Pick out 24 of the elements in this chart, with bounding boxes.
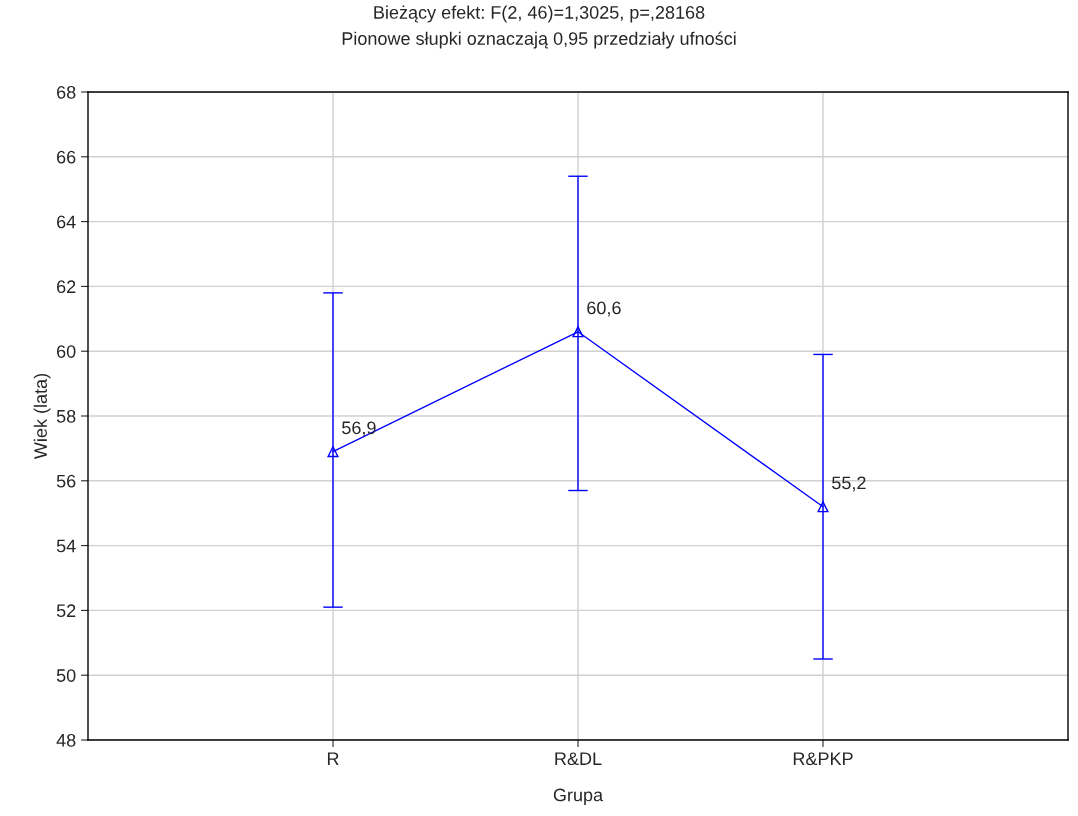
x-axis-title: Grupa [553, 788, 604, 805]
x-tick-label: R&PKP [793, 752, 853, 766]
chart-subtitle: Pionowe słupki oznaczają 0,95 przedziały ufności [342, 31, 736, 49]
data-label: 56,9 [342, 421, 376, 437]
point [572, 326, 584, 338]
point [327, 446, 339, 458]
y-axis-title: Wiek (lata) [33, 373, 51, 460]
data-label: 55,2 [832, 476, 866, 492]
y-tick-label: 48 [56, 733, 76, 747]
y-tick-label: 68 [57, 85, 76, 99]
y-tick-label: 50 [56, 669, 76, 682]
x-tick-label: R [327, 752, 339, 765]
y-tick-label: 62 [57, 280, 76, 294]
y-tick-label: 66 [57, 150, 76, 164]
y-tick-label: 64 [57, 215, 76, 229]
y-tick-label: 60 [57, 345, 76, 358]
y-tick-label: 56 [56, 474, 76, 488]
x-tick-label: R&DL [555, 752, 602, 766]
y-tick-label: 54 [56, 539, 76, 553]
point [817, 501, 829, 513]
y-tick-label: 52 [56, 604, 76, 618]
chart-title: Bieżący efekt: F(2, 46)=1,3025, p=,28168 [374, 5, 705, 23]
data-label: 60,6 [587, 301, 621, 317]
y-tick-label: 58 [56, 409, 76, 423]
